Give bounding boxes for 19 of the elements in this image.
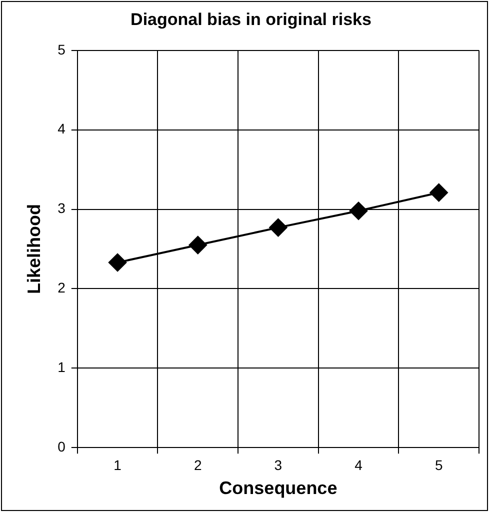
y-tick-label: 5 — [58, 41, 66, 58]
point — [350, 202, 368, 220]
x-tick-label: 4 — [354, 456, 363, 473]
x-tick-label: 2 — [194, 456, 202, 473]
x-tick-label: 1 — [114, 456, 122, 473]
y-tick-label: 0 — [58, 438, 66, 454]
y-axis-title: Likelihood — [24, 204, 44, 294]
y-tick-label: 2 — [58, 280, 66, 296]
chart-title: Diagonal bias in original risks — [130, 10, 372, 29]
x-tick-label: 5 — [434, 456, 443, 473]
y-tick-label: 4 — [58, 120, 66, 137]
x-tick-label: 3 — [274, 456, 282, 473]
point — [269, 218, 288, 237]
x-axis-title: Consequence — [219, 478, 338, 498]
point — [108, 254, 127, 272]
point — [430, 184, 448, 202]
y-tick-label: 1 — [58, 359, 66, 376]
point — [188, 236, 207, 254]
y-tick-label: 3 — [58, 200, 66, 216]
